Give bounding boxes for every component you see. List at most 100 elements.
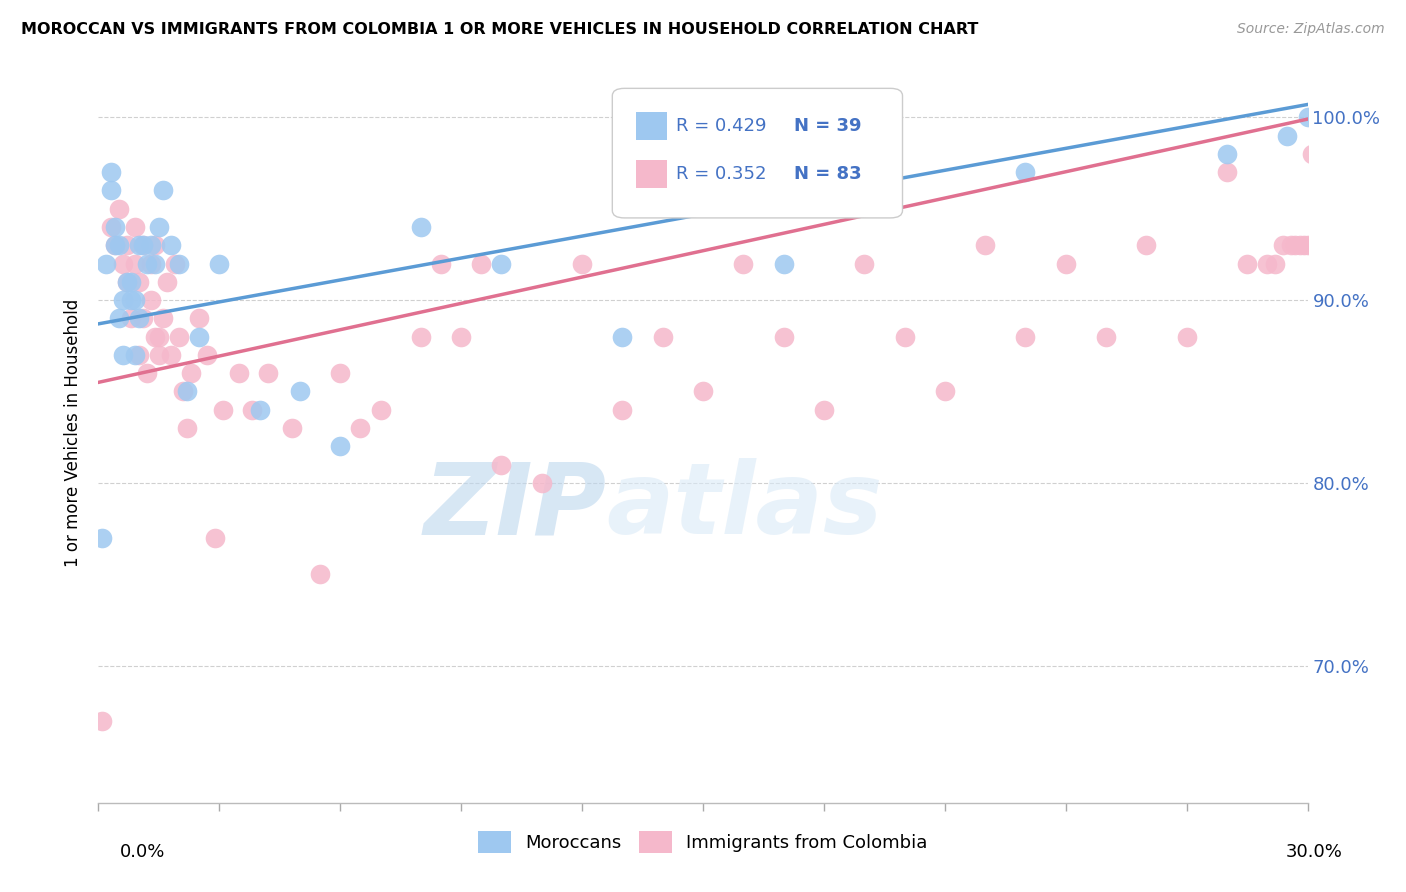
Point xyxy=(281,421,304,435)
Point xyxy=(1296,110,1319,124)
Point xyxy=(1236,256,1258,270)
Point xyxy=(240,402,263,417)
Point xyxy=(1337,165,1360,179)
Point xyxy=(409,219,432,234)
Legend: Moroccans, Immigrants from Colombia: Moroccans, Immigrants from Colombia xyxy=(471,824,935,861)
Point xyxy=(152,183,174,197)
Text: Source: ZipAtlas.com: Source: ZipAtlas.com xyxy=(1237,22,1385,37)
Point xyxy=(100,165,122,179)
Point xyxy=(470,256,492,270)
Point xyxy=(1296,238,1319,252)
Point xyxy=(1281,238,1303,252)
Point xyxy=(813,402,835,417)
Point xyxy=(124,293,146,307)
Point xyxy=(103,238,125,252)
Point xyxy=(1272,238,1295,252)
Point xyxy=(124,219,146,234)
Point xyxy=(180,366,202,380)
FancyBboxPatch shape xyxy=(637,112,666,140)
Point xyxy=(163,256,186,270)
Point xyxy=(176,421,198,435)
Point xyxy=(143,238,166,252)
Point xyxy=(530,475,553,490)
Point xyxy=(934,384,956,399)
Point xyxy=(571,256,593,270)
Point xyxy=(135,256,157,270)
Point xyxy=(1095,329,1118,343)
Point xyxy=(195,348,218,362)
Point xyxy=(228,366,250,380)
Text: ZIP: ZIP xyxy=(423,458,606,555)
Point xyxy=(1135,238,1157,252)
Point xyxy=(107,311,129,326)
Point xyxy=(733,256,755,270)
Point xyxy=(139,256,162,270)
Point xyxy=(772,256,794,270)
Point xyxy=(188,311,211,326)
Point xyxy=(651,329,673,343)
Point xyxy=(349,421,371,435)
Point xyxy=(132,311,155,326)
Point xyxy=(143,329,166,343)
Point xyxy=(143,256,166,270)
Text: R = 0.352: R = 0.352 xyxy=(676,165,766,183)
Point xyxy=(91,714,114,728)
Point xyxy=(120,293,142,307)
Point xyxy=(450,329,472,343)
Point xyxy=(128,348,150,362)
Point xyxy=(370,402,392,417)
Point xyxy=(256,366,278,380)
Point xyxy=(1305,238,1327,252)
Point xyxy=(115,238,138,252)
Point xyxy=(1333,146,1355,161)
Point xyxy=(204,531,226,545)
Point xyxy=(853,256,876,270)
Point xyxy=(1320,238,1343,252)
Point xyxy=(91,531,114,545)
Point xyxy=(128,238,150,252)
Point xyxy=(111,293,134,307)
Point xyxy=(160,238,183,252)
Point xyxy=(167,329,190,343)
Point xyxy=(103,219,125,234)
Text: 30.0%: 30.0% xyxy=(1286,843,1343,861)
Point xyxy=(1288,238,1310,252)
Point xyxy=(329,366,352,380)
Point xyxy=(1175,329,1198,343)
Point xyxy=(172,384,194,399)
Point xyxy=(1014,329,1036,343)
Point xyxy=(115,275,138,289)
Point xyxy=(1014,165,1036,179)
Point xyxy=(135,366,157,380)
Text: MOROCCAN VS IMMIGRANTS FROM COLOMBIA 1 OR MORE VEHICLES IN HOUSEHOLD CORRELATION: MOROCCAN VS IMMIGRANTS FROM COLOMBIA 1 O… xyxy=(21,22,979,37)
Point xyxy=(1329,238,1351,252)
Point xyxy=(491,458,513,472)
Y-axis label: 1 or more Vehicles in Household: 1 or more Vehicles in Household xyxy=(65,299,83,566)
Point xyxy=(148,219,170,234)
Text: atlas: atlas xyxy=(606,458,883,555)
Point xyxy=(139,293,162,307)
Point xyxy=(167,256,190,270)
Point xyxy=(111,256,134,270)
Point xyxy=(309,567,332,582)
Point xyxy=(148,348,170,362)
Point xyxy=(115,275,138,289)
Point xyxy=(160,348,183,362)
Point xyxy=(107,238,129,252)
Point xyxy=(120,275,142,289)
Text: N = 39: N = 39 xyxy=(793,117,862,135)
Point xyxy=(139,238,162,252)
Point xyxy=(124,256,146,270)
Point xyxy=(430,256,453,270)
Point xyxy=(111,348,134,362)
Point xyxy=(128,311,150,326)
Point xyxy=(612,329,634,343)
FancyBboxPatch shape xyxy=(613,88,903,218)
Text: R = 0.429: R = 0.429 xyxy=(676,117,766,135)
Point xyxy=(1284,238,1306,252)
Point xyxy=(1316,146,1339,161)
Point xyxy=(1216,146,1239,161)
Point xyxy=(132,238,155,252)
Point xyxy=(1264,256,1286,270)
Point xyxy=(288,384,311,399)
